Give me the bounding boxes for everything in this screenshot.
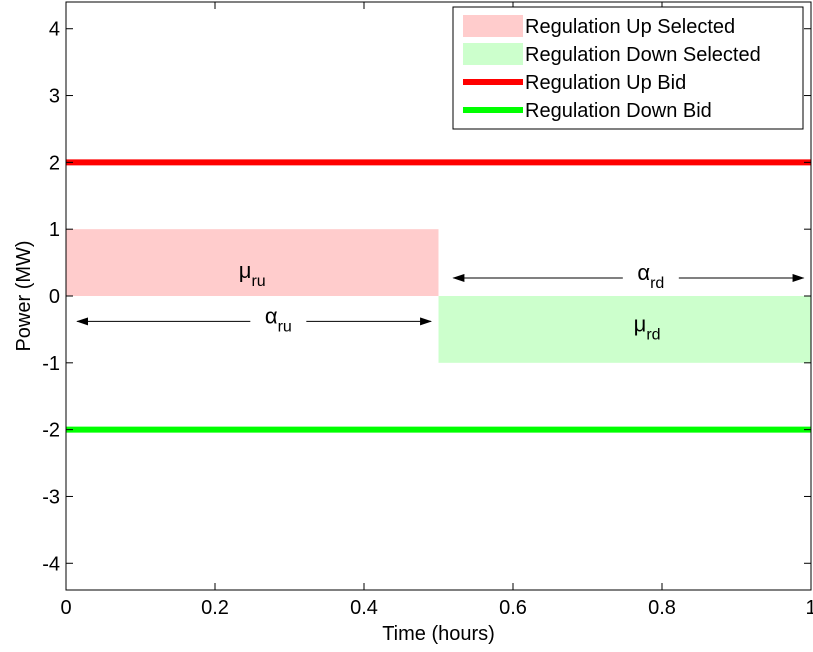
- area-layer: [66, 229, 811, 363]
- y-tick-label: 2: [49, 152, 60, 174]
- legend-label: Regulation Up Selected: [525, 16, 735, 38]
- annotation-layer: μru μrd αru αrd: [76, 258, 805, 343]
- annotation-mu_ru: μru: [239, 258, 266, 290]
- y-axis-label: Power (MW): [13, 240, 35, 351]
- y-tick-label: 4: [49, 19, 60, 41]
- y-tick-label: 0: [49, 286, 60, 308]
- y-tick-label: -1: [42, 353, 60, 375]
- legend-label: Regulation Down Bid: [525, 100, 712, 122]
- annotation-mu_rd: μrd: [634, 311, 661, 343]
- annotation-alpha_ru: αru: [265, 303, 292, 335]
- legend: Regulation Up Selected Regulation Down Se…: [452, 6, 804, 130]
- x-tick-label: 1: [805, 597, 813, 619]
- x-tick-label: 0.2: [201, 597, 229, 619]
- annotation-alpha_rd: αrd: [637, 260, 664, 292]
- x-tick-label: 0: [60, 597, 71, 619]
- legend-swatch: [463, 43, 523, 65]
- legend-label: Regulation Up Bid: [525, 72, 686, 94]
- line-layer: [66, 159, 811, 433]
- y-tick-label: 1: [49, 219, 60, 241]
- legend-label: Regulation Down Selected: [525, 44, 761, 66]
- y-tick-label: -2: [42, 420, 60, 442]
- x-tick-label: 0.4: [350, 597, 378, 619]
- x-tick-label: 0.6: [499, 597, 527, 619]
- legend-swatch: [463, 15, 523, 37]
- tick-layer: 0 0.2 0.4 0.6 0.8 1 -4 -3 -2 -1 0 1 2 3 4: [42, 2, 813, 619]
- x-axis-label: Time (hours): [382, 623, 495, 645]
- x-tick-label: 0.8: [648, 597, 676, 619]
- area-series-0: [66, 229, 439, 296]
- area-series-1: [438, 296, 811, 363]
- y-tick-label: 3: [49, 86, 60, 108]
- y-tick-label: -4: [42, 553, 60, 575]
- y-tick-label: -3: [42, 486, 60, 508]
